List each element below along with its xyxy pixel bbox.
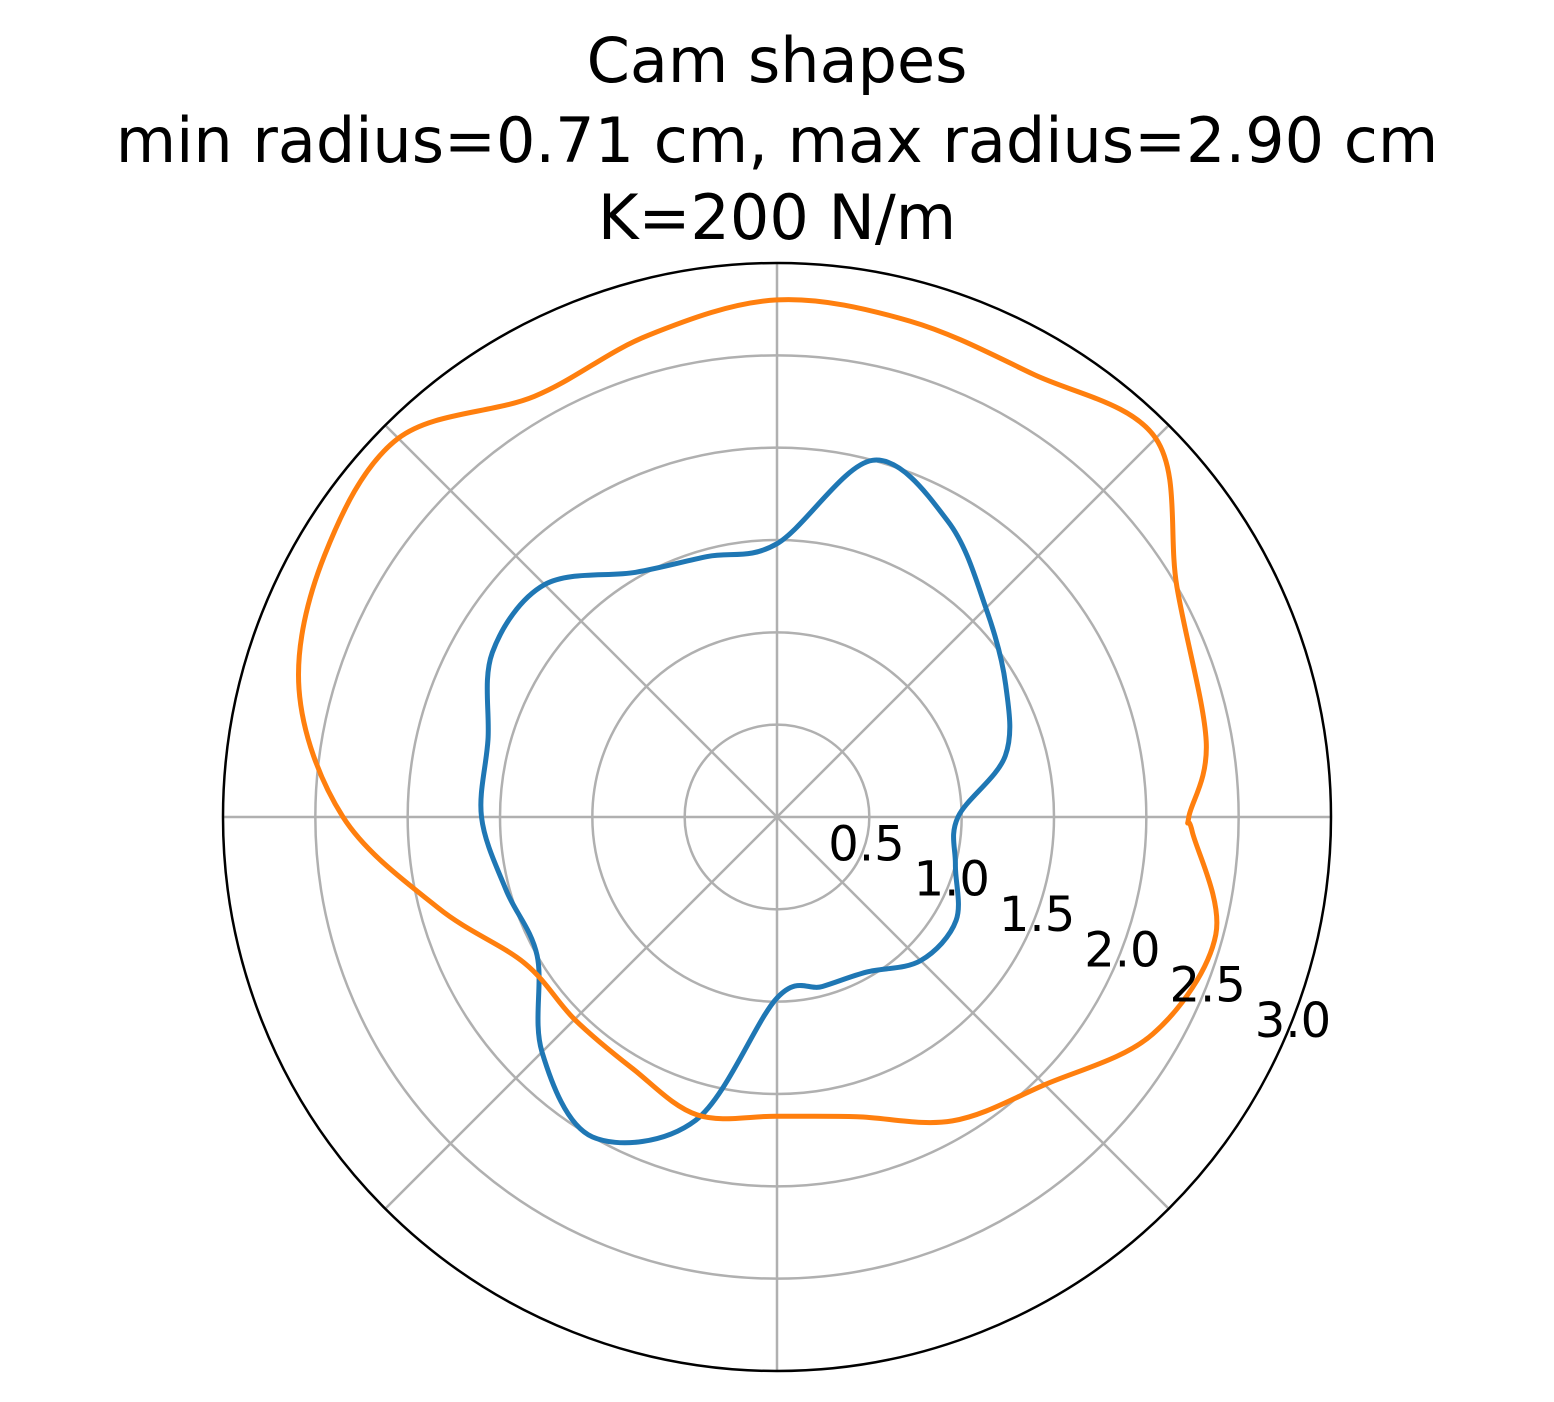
polar-grid xyxy=(223,263,1331,1371)
title-line-2: min radius=0.71 cm, max radius=2.90 cm xyxy=(116,104,1439,177)
radial-tick-label: 3.0 xyxy=(1255,993,1331,1049)
angular-gridline xyxy=(384,816,778,1210)
title-line-1: Cam shapes xyxy=(587,24,968,97)
radial-tick-labels: 0.51.01.52.02.53.0 xyxy=(828,816,1331,1049)
series-lines xyxy=(296,297,1220,1146)
angular-gridline xyxy=(776,816,1170,1210)
radial-tick-label: 1.0 xyxy=(914,852,990,908)
radial-tick-label: 2.5 xyxy=(1170,958,1246,1014)
title-line-3: K=200 N/m xyxy=(598,181,956,254)
chart-title: Cam shapes min radius=0.71 cm, max radiu… xyxy=(116,24,1439,254)
angular-gridline xyxy=(776,424,1170,818)
radial-tick-label: 1.5 xyxy=(999,887,1075,943)
cam-profile-line-1 xyxy=(478,457,1013,1146)
radial-tick-label: 2.0 xyxy=(1084,922,1160,978)
polar-outer-boundary xyxy=(221,261,1333,1373)
angular-gridline xyxy=(384,424,778,818)
radial-tick-label: 0.5 xyxy=(828,816,904,872)
polar-frame xyxy=(221,261,1333,1373)
cam-profile-line-2 xyxy=(296,297,1220,1126)
